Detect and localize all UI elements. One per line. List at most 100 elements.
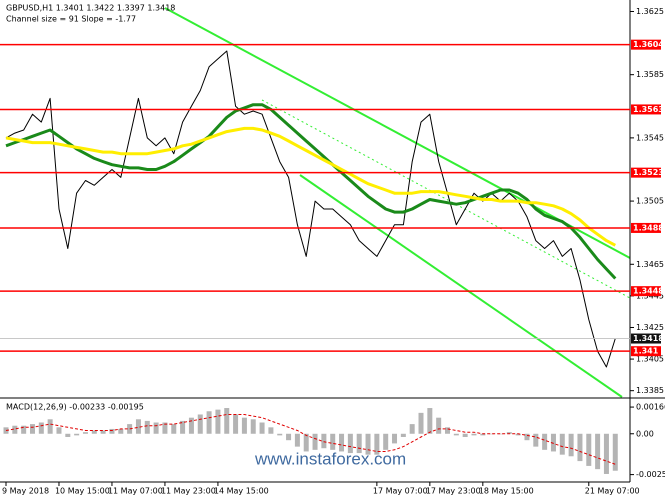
watermark: www.instaforex.com bbox=[254, 449, 406, 468]
y-tick-label: -0.00254 bbox=[636, 470, 665, 479]
x-tick-label: 11 May 23:00 bbox=[161, 487, 216, 496]
histogram-bar bbox=[82, 432, 88, 434]
y-tick-label: 1.3405 bbox=[636, 355, 664, 364]
histogram-bar bbox=[38, 422, 44, 434]
level-box bbox=[631, 104, 661, 115]
histogram-bar bbox=[374, 433, 380, 455]
x-tick-label: 11 May 07:00 bbox=[108, 487, 163, 496]
histogram-bar bbox=[418, 412, 424, 434]
histogram-bar bbox=[436, 417, 442, 434]
histogram-bar bbox=[286, 433, 292, 441]
histogram-bar bbox=[497, 433, 503, 435]
histogram-bar bbox=[392, 433, 398, 444]
current-price-label: 1.3418 bbox=[633, 334, 664, 343]
channel-lower bbox=[299, 174, 623, 398]
histogram-bar bbox=[506, 432, 512, 434]
histogram-bar bbox=[471, 433, 477, 436]
histogram-bar bbox=[515, 433, 521, 436]
level-box bbox=[631, 346, 661, 357]
histogram-bar bbox=[250, 419, 256, 434]
histogram-bar bbox=[365, 433, 371, 455]
histogram-bar bbox=[586, 433, 592, 466]
histogram-bar bbox=[171, 424, 177, 434]
x-tick-label: 21 May 07:00 bbox=[585, 487, 640, 496]
level-label: 1.3523 bbox=[633, 168, 664, 177]
chart-title: GBPUSD,H1 1.3401 1.3422 1.3397 1.3418 bbox=[6, 4, 175, 13]
level-label: 1.3604 bbox=[633, 40, 664, 49]
histogram-bar bbox=[197, 414, 203, 434]
level-box bbox=[631, 286, 661, 297]
price-line bbox=[5, 103, 617, 280]
current-price-box bbox=[631, 333, 661, 344]
y-tick-label: 1.3425 bbox=[636, 323, 664, 332]
histogram-bar bbox=[206, 411, 212, 434]
histogram-bar bbox=[188, 417, 194, 434]
level-label: 1.3448 bbox=[633, 287, 664, 296]
histogram-bar bbox=[3, 427, 9, 434]
histogram-bar bbox=[153, 422, 159, 434]
histogram-bar bbox=[462, 433, 468, 437]
x-tick-label: 17 May 07:00 bbox=[373, 487, 428, 496]
histogram-bar bbox=[595, 433, 601, 470]
histogram-bar bbox=[56, 427, 62, 434]
y-tick-label: 0.00 bbox=[636, 429, 654, 438]
histogram-bar bbox=[12, 425, 18, 434]
histogram-bar bbox=[533, 433, 539, 447]
histogram-bar bbox=[241, 417, 247, 434]
histogram-bar bbox=[215, 409, 221, 434]
y-tick-label: 1.3585 bbox=[636, 70, 664, 79]
histogram-bar bbox=[312, 433, 318, 450]
histogram-bar bbox=[259, 422, 265, 434]
histogram-bar bbox=[100, 430, 106, 434]
histogram-bar bbox=[550, 433, 556, 452]
histogram-bar bbox=[109, 428, 115, 434]
histogram-bar bbox=[74, 433, 80, 436]
histogram-bar bbox=[612, 433, 618, 471]
y-tick-label: 1.3625 bbox=[636, 7, 664, 16]
level-box bbox=[631, 167, 661, 178]
histogram-bar bbox=[127, 424, 133, 434]
x-tick-label: 10 May 15:00 bbox=[55, 487, 110, 496]
histogram-bar bbox=[339, 433, 345, 452]
histogram-bar bbox=[180, 420, 186, 434]
y-tick-label: 1.3385 bbox=[636, 386, 664, 395]
histogram-bar bbox=[524, 433, 530, 441]
histogram-bar bbox=[568, 433, 574, 457]
histogram-bar bbox=[445, 427, 450, 434]
histogram-bar bbox=[162, 422, 168, 434]
level-label: 1.341 bbox=[633, 347, 659, 356]
histogram-bar bbox=[91, 430, 97, 434]
histogram-bar bbox=[453, 433, 459, 436]
histogram-bar bbox=[427, 408, 433, 434]
histogram-bar bbox=[224, 408, 230, 434]
histogram-bar bbox=[135, 419, 141, 434]
histogram-bar bbox=[577, 433, 583, 462]
histogram-bar bbox=[233, 414, 239, 434]
macd-title: MACD(12,26,9) -0.00233 -0.00195 bbox=[6, 403, 144, 412]
histogram-bar bbox=[47, 419, 53, 434]
histogram-bar bbox=[356, 433, 362, 454]
histogram-bar bbox=[303, 433, 309, 452]
x-tick-label: 9 May 2018 bbox=[2, 487, 49, 496]
chart-subtitle: Channel size = 91 Slope = -1.77 bbox=[6, 15, 136, 24]
histogram-bar bbox=[29, 424, 35, 434]
price-line bbox=[5, 126, 617, 247]
level-label: 1.3488 bbox=[633, 223, 664, 232]
level-box bbox=[631, 222, 661, 233]
histogram-bar bbox=[330, 433, 336, 450]
channel-upper bbox=[164, 7, 631, 259]
histogram-bar bbox=[21, 425, 27, 434]
level-label: 1.3563 bbox=[633, 105, 664, 114]
histogram-bar bbox=[400, 433, 406, 437]
y-tick-label: 0.00166 bbox=[636, 403, 665, 412]
y-tick-label: 1.3505 bbox=[636, 197, 664, 206]
histogram-bar bbox=[603, 433, 609, 474]
histogram-bar bbox=[489, 433, 495, 435]
histogram-bar bbox=[277, 433, 283, 436]
price-line bbox=[5, 50, 616, 368]
histogram-bar bbox=[144, 420, 150, 434]
histogram-bar bbox=[480, 433, 486, 436]
